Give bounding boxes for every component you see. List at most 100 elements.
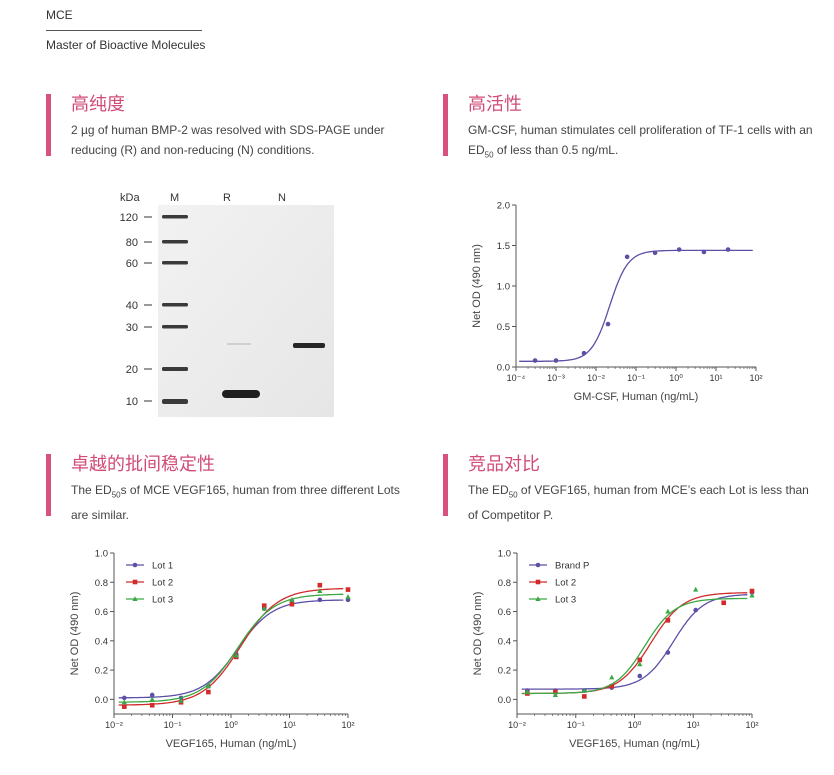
- band-reduced-faint: [227, 343, 251, 345]
- data-point: [289, 597, 295, 602]
- y-tick-label: 1.5: [497, 241, 510, 252]
- data-point: [637, 673, 643, 679]
- section-title: 高纯度: [71, 94, 125, 115]
- series-line: [118, 587, 344, 706]
- data-point: [261, 606, 267, 611]
- lane-label-m: M: [170, 192, 179, 204]
- data-point: [665, 618, 671, 623]
- y-tick-label: 1.0: [498, 549, 511, 560]
- data-point: [665, 608, 671, 614]
- marker-ticks: [144, 216, 152, 402]
- x-tick-label: 10²: [745, 720, 758, 730]
- data-point: [233, 652, 239, 658]
- data-point: [261, 603, 267, 608]
- y-tick-label: 0.2: [498, 666, 511, 677]
- series-line: [118, 599, 344, 699]
- marker-label: 60: [126, 258, 138, 270]
- gel-background: [158, 205, 334, 417]
- lane-label-r: R: [223, 192, 231, 204]
- series-line: [521, 594, 748, 690]
- data-point: [637, 657, 643, 663]
- x-tick-label: 10⁻¹: [164, 720, 182, 730]
- data-point: [532, 358, 538, 363]
- y-tick-label: 2.0: [497, 201, 510, 212]
- data-point: [289, 601, 295, 607]
- data-point: [206, 689, 211, 695]
- data-point: [676, 247, 682, 252]
- marker-label: 40: [126, 300, 138, 312]
- data-point: [582, 688, 587, 693]
- x-tick-label: 10⁻³: [547, 373, 565, 383]
- data-point: [609, 683, 615, 689]
- legend-label: Lot 3: [152, 595, 173, 606]
- data-point: [535, 562, 541, 568]
- section-title: 卓越的批间稳定性: [71, 454, 215, 475]
- y-tick-label: 0.4: [498, 636, 511, 647]
- x-axis-label: VEGF165, Human (ng/mL): [569, 738, 700, 750]
- marker-label: 30: [126, 322, 138, 334]
- brand-name: MCE: [46, 8, 202, 31]
- data-point: [149, 696, 155, 702]
- data-point: [749, 588, 755, 594]
- section-title: 竞品对比: [468, 454, 540, 475]
- data-point: [552, 692, 558, 697]
- data-point: [609, 674, 615, 680]
- data-point: [721, 600, 727, 606]
- marker-label: 20: [126, 364, 138, 376]
- data-point: [725, 247, 731, 252]
- data-point: [535, 596, 541, 601]
- data-point: [345, 587, 351, 592]
- x-tick-label: 10⁻⁴: [507, 373, 526, 383]
- data-point: [132, 579, 138, 585]
- marker-label: 80: [126, 237, 138, 249]
- data-point: [345, 597, 351, 603]
- data-point: [345, 594, 351, 599]
- y-tick-label: 0.8: [95, 578, 108, 589]
- series-line: [118, 593, 344, 703]
- series-line: [521, 592, 748, 695]
- legend-label: Lot 2: [555, 578, 576, 589]
- data-point: [637, 661, 643, 667]
- data-point: [317, 597, 323, 603]
- section-description: The ED50 of VEGF165, human from MCE’s ea…: [468, 483, 809, 523]
- series-line: [519, 249, 753, 362]
- legend-label: Brand P: [555, 561, 589, 572]
- x-tick-label: 10²: [749, 373, 762, 383]
- data-point: [261, 605, 267, 611]
- x-tick-label: 10¹: [709, 373, 722, 383]
- data-point: [122, 695, 127, 701]
- data-point: [553, 688, 558, 693]
- data-point: [149, 692, 155, 698]
- data-point: [289, 599, 295, 604]
- x-tick-label: 10⁻¹: [627, 373, 645, 383]
- x-axis-label: GM-CSF, Human (ng/mL): [574, 391, 699, 403]
- data-point: [524, 689, 530, 695]
- data-point: [693, 586, 699, 592]
- y-axis-label: Net OD (490 nm): [472, 592, 484, 676]
- band-nonreduced: [293, 343, 325, 348]
- data-point: [317, 588, 323, 594]
- data-point: [749, 590, 755, 595]
- data-point: [652, 250, 658, 256]
- data-point: [609, 685, 615, 690]
- data-point: [178, 695, 184, 701]
- data-point: [665, 650, 671, 655]
- section-title: 高活性: [468, 94, 522, 115]
- data-point: [132, 596, 138, 601]
- data-point: [553, 358, 559, 363]
- data-point: [149, 702, 155, 708]
- data-point: [206, 683, 211, 689]
- y-tick-label: 1.0: [95, 549, 108, 560]
- gel-kda-label: kDa: [120, 192, 140, 204]
- data-point: [553, 689, 558, 695]
- series-line: [521, 597, 748, 695]
- section-description: The ED50s of MCE VEGF165, human from thr…: [71, 483, 400, 523]
- y-tick-label: 0.0: [497, 363, 510, 374]
- data-point: [525, 688, 530, 693]
- data-point: [693, 607, 698, 613]
- section-accent-bar: [443, 454, 448, 516]
- data-point: [122, 704, 127, 709]
- data-point: [581, 687, 587, 693]
